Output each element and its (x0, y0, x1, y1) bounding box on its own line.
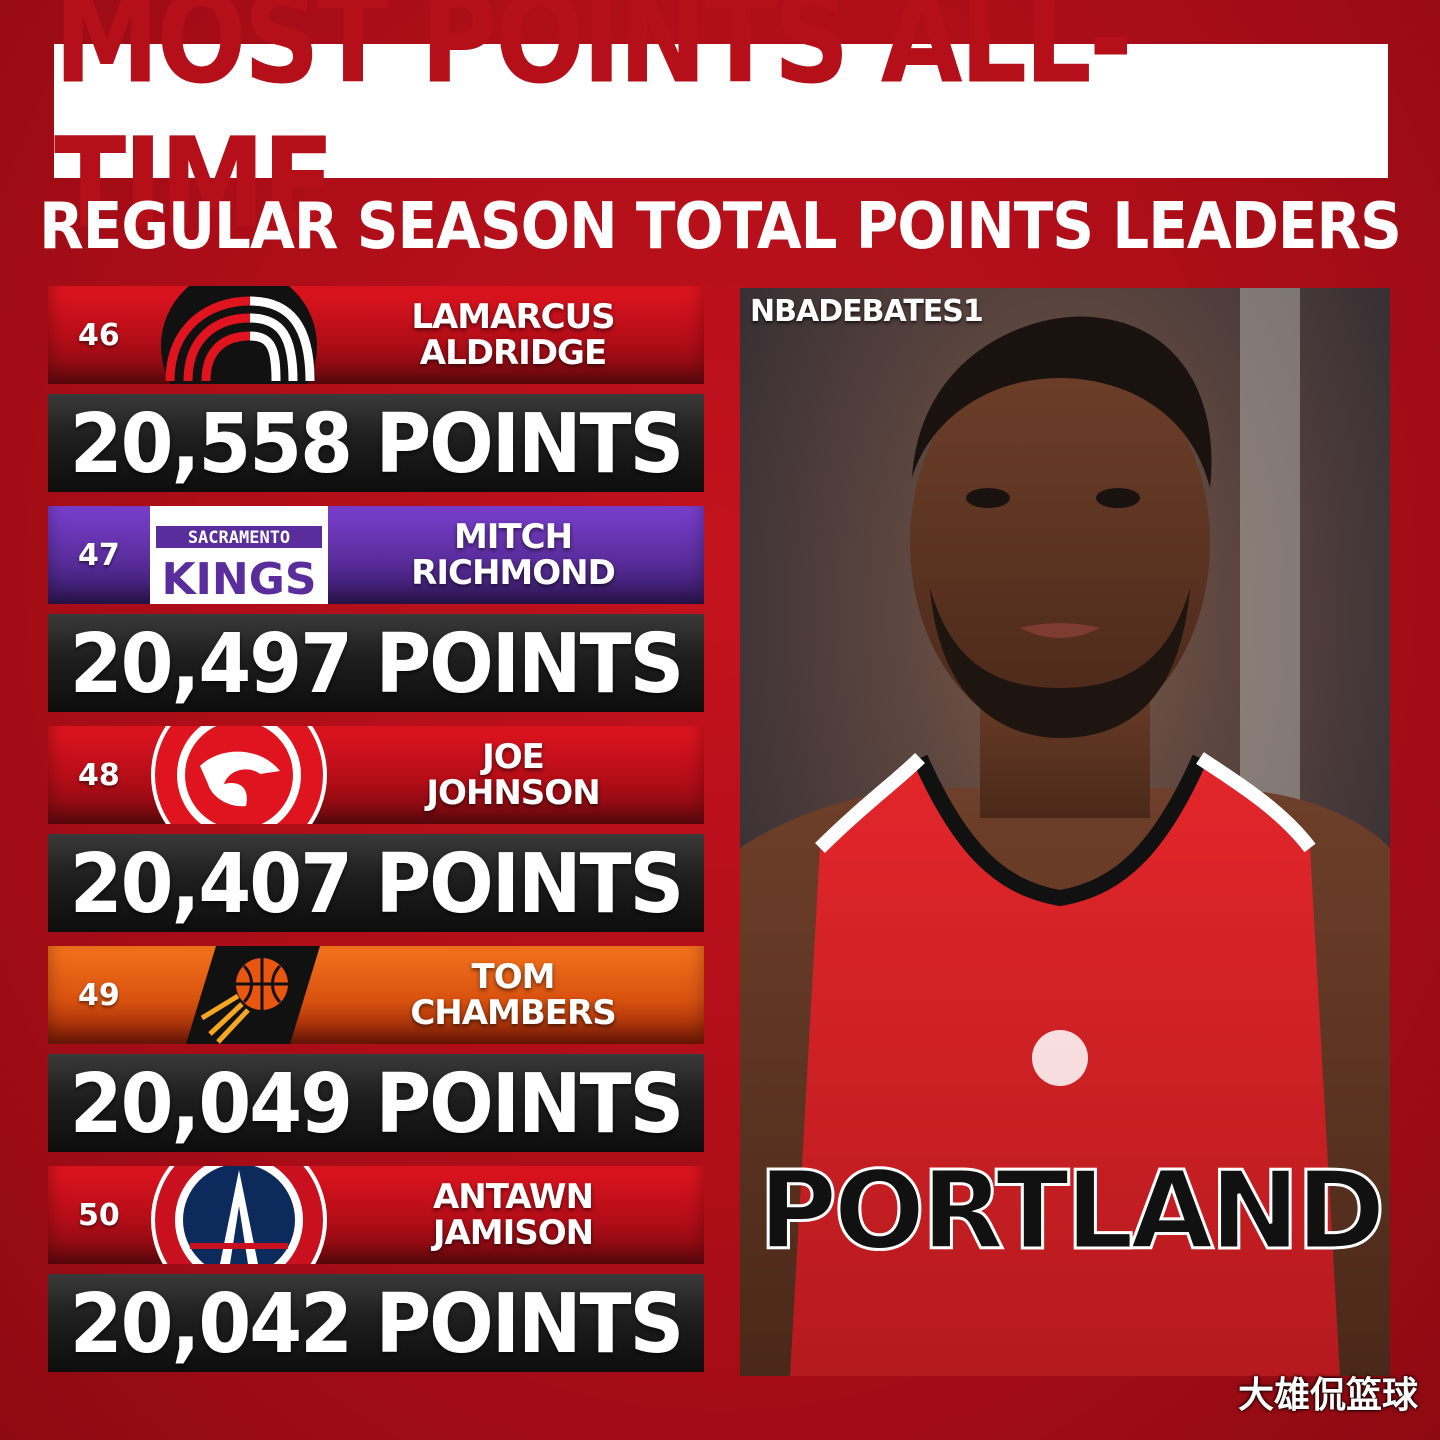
player-last-name: CHAMBERS (410, 993, 616, 1033)
player-first-name: ANTAWN (432, 1177, 594, 1217)
points-total: 20,497 POINTS (69, 614, 685, 712)
points-row-47: 20,497 POINTS (48, 614, 704, 712)
points-total: 20,042 POINTS (69, 1274, 685, 1372)
rank-badge: 50 (78, 1198, 120, 1233)
points-total: 20,407 POINTS (69, 834, 685, 932)
player-last-name: JAMISON (432, 1213, 594, 1253)
player-photo: PORTLAND NBADEBATES1 (740, 288, 1390, 1376)
rank-badge: 47 (78, 538, 120, 573)
player-last-name: JOHNSON (426, 773, 600, 813)
suns-logo-icon (186, 946, 320, 1044)
player-row-46: 46 LAMARCUS ALDRIDGE (48, 286, 704, 384)
trail-blazers-logo-icon (161, 286, 317, 384)
player-name: LAMARCUS ALDRIDGE (378, 296, 648, 374)
svg-text:SACRAMENTO: SACRAMENTO (188, 528, 290, 548)
points-row-49: 20,049 POINTS (48, 1054, 704, 1152)
player-row-47: 47 SACRAMENTO KINGS MITCH RICHMOND (48, 506, 704, 604)
points-row-50: 20,042 POINTS (48, 1274, 704, 1372)
player-first-name: JOE (482, 737, 545, 777)
rank-badge: 49 (78, 978, 120, 1013)
player-first-name: TOM (471, 957, 556, 997)
player-photo-illustration: PORTLAND (740, 288, 1390, 1376)
player-row-50: 50 ANTAWN JAMISON (48, 1166, 704, 1264)
player-row-49: 49 TOM CHAMBERS (48, 946, 704, 1044)
rank-badge: 46 (78, 318, 120, 353)
page-subtitle: REGULAR SEASON TOTAL POINTS LEADERS (39, 188, 1402, 264)
rank-badge: 48 (78, 758, 120, 793)
player-name: MITCH RICHMOND (378, 516, 648, 594)
player-last-name: RICHMOND (411, 553, 616, 593)
player-name: TOM CHAMBERS (378, 956, 648, 1034)
player-last-name: ALDRIDGE (419, 333, 607, 373)
watermark: 大雄侃篮球 (1237, 1375, 1418, 1416)
points-row-48: 20,407 POINTS (48, 834, 704, 932)
page-title: MOST POINTS ALL-TIME (54, 0, 1133, 257)
player-name: ANTAWN JAMISON (378, 1176, 648, 1254)
points-row-46: 20,558 POINTS (48, 394, 704, 492)
hawks-logo-icon (151, 726, 327, 824)
wizards-logo-icon (151, 1166, 327, 1264)
kings-logo-icon: SACRAMENTO KINGS (150, 506, 328, 604)
svg-text:KINGS: KINGS (161, 554, 316, 604)
points-total: 20,558 POINTS (69, 394, 685, 492)
points-total: 20,049 POINTS (69, 1054, 685, 1152)
player-row-48: 48 JOE JOHNSON (48, 726, 704, 824)
title-banner: MOST POINTS ALL-TIME (54, 0, 1388, 256)
player-name: JOE JOHNSON (378, 736, 648, 814)
photo-credit: NBADEBATES1 (750, 294, 984, 329)
jersey-text: PORTLAND (758, 1149, 1381, 1274)
player-first-name: MITCH (453, 517, 573, 557)
player-first-name: LAMARCUS (411, 297, 615, 337)
